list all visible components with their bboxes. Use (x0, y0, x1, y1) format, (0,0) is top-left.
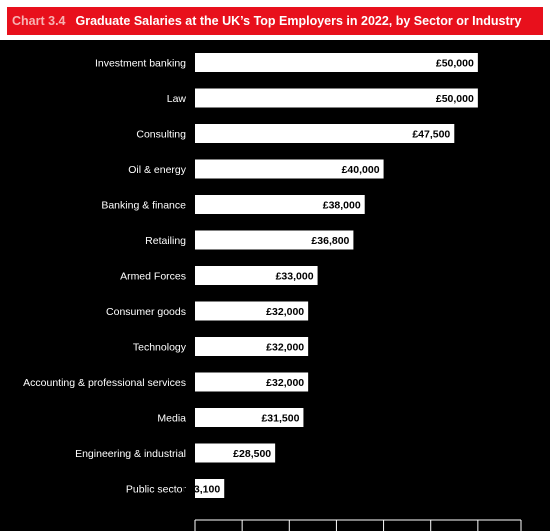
value-label: £40,000 (342, 164, 380, 176)
value-label: £47,500 (412, 129, 450, 141)
category-label: Consulting (136, 129, 186, 141)
bar (195, 337, 309, 356)
bar-chart-svg: Investment banking £50,000 Law £50,000 Consu… (23, 53, 522, 531)
value-label: £31,500 (261, 413, 299, 425)
value-label: £28,500 (233, 448, 271, 460)
bar (195, 195, 365, 214)
bar (195, 372, 309, 392)
category-label: Accounting & professional services (23, 377, 186, 389)
bar (195, 443, 276, 463)
value-label: £32,000 (266, 306, 304, 318)
plot-area: Investment banking £50,000 Law £50,000 Consu… (0, 40, 550, 531)
value-label: £32,000 (266, 377, 304, 389)
value-label: £32,000 (266, 342, 304, 354)
chart-title: Graduate Salaries at the UK’s Top Employ… (75, 14, 522, 28)
bar (195, 124, 455, 143)
bar (195, 230, 354, 250)
category-label: Public sector (126, 484, 187, 496)
chart-number: Chart 3.4 (12, 14, 66, 28)
category-label: Engineering & industrial (75, 448, 186, 460)
bar (195, 301, 309, 321)
bar (195, 53, 478, 72)
bar (195, 159, 384, 179)
bar (195, 408, 304, 427)
value-label: £50,000 (436, 58, 474, 70)
category-label: Investment banking (95, 58, 186, 70)
category-label: Armed Forces (120, 271, 186, 283)
chart-title-bar: Chart 3.4 Graduate Salaries at the UK’s … (7, 7, 543, 35)
category-label: Oil & energy (128, 164, 187, 176)
category-label: Technology (133, 342, 187, 354)
bar (195, 88, 478, 108)
value-label: £38,000 (323, 200, 361, 212)
category-label: Law (167, 93, 187, 105)
value-label: £36,800 (311, 235, 349, 247)
category-label: Retailing (145, 235, 186, 247)
value-label: £33,000 (276, 271, 314, 283)
value-label: £50,000 (436, 93, 474, 105)
bar (195, 479, 225, 498)
category-label: Consumer goods (106, 306, 186, 318)
category-label: Media (157, 413, 186, 425)
value-label: £23,100 (182, 484, 220, 496)
category-label: Banking & finance (101, 200, 186, 212)
bar (195, 266, 318, 285)
